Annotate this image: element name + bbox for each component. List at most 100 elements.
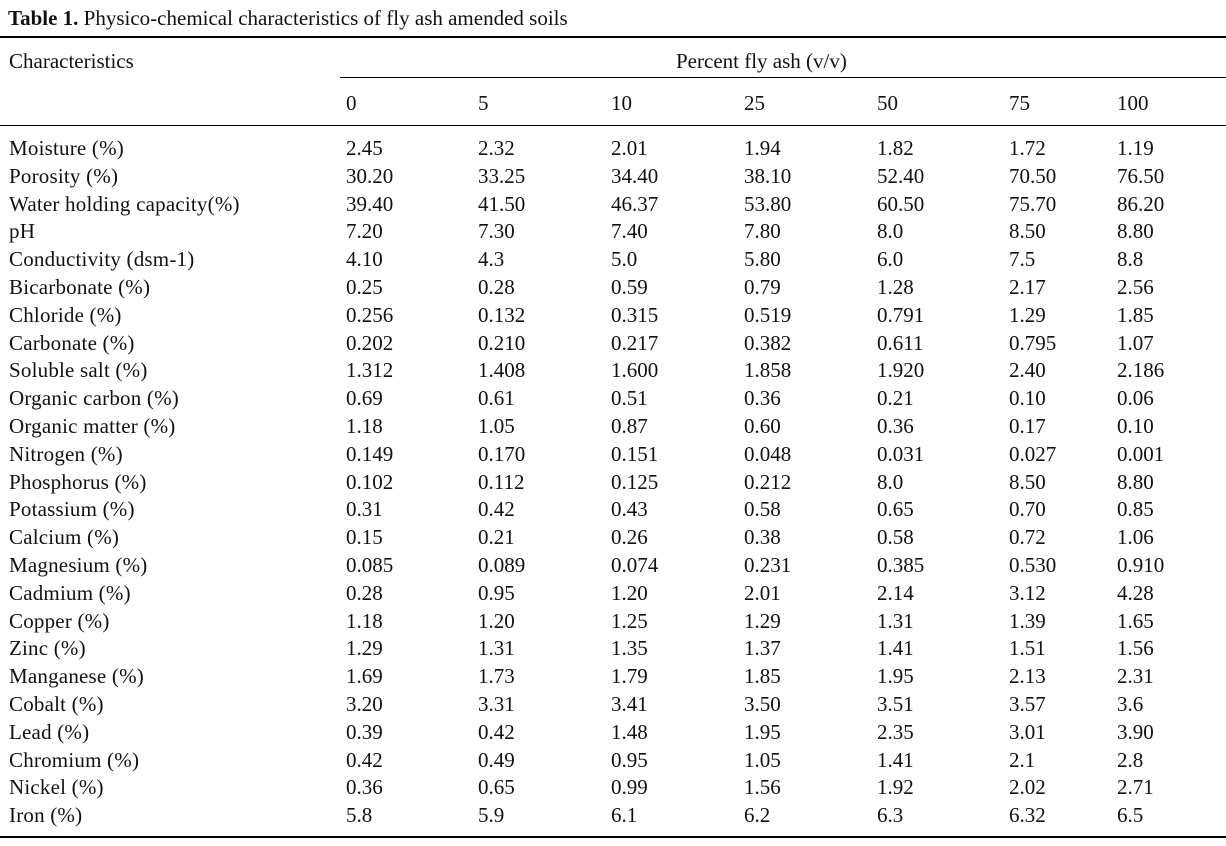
row-label: Chloride (%) bbox=[9, 302, 122, 327]
table-cell: 1.39 bbox=[1009, 608, 1046, 633]
table-caption: Table 1. Physico-chemical characteristic… bbox=[8, 5, 568, 31]
table-cell: 0.69 bbox=[346, 386, 383, 411]
row-label: Cobalt (%) bbox=[9, 692, 104, 716]
table-cell: 1.79 bbox=[611, 664, 648, 689]
table-cell: 0.089 bbox=[478, 553, 526, 577]
table-cell: 7.40 bbox=[611, 219, 648, 244]
table-cell: 1.05 bbox=[744, 747, 781, 772]
table-cell: 1.858 bbox=[744, 358, 792, 383]
table-cell: 0.36 bbox=[877, 414, 914, 438]
column-header: 10 bbox=[611, 91, 632, 115]
row-label: Conductivity (dsm-1) bbox=[9, 247, 195, 272]
table-cell: 0.611 bbox=[877, 330, 924, 355]
row-label: Manganese (%) bbox=[9, 664, 144, 689]
table-cell: 1.85 bbox=[744, 664, 781, 689]
table-cell: 1.82 bbox=[877, 136, 914, 160]
table-cell: 34.40 bbox=[611, 163, 659, 188]
table-cell: 8.0 bbox=[877, 219, 904, 244]
row-label: Moisture (%) bbox=[9, 136, 124, 160]
column-header: 25 bbox=[744, 91, 765, 115]
table-cell: 6.2 bbox=[744, 803, 771, 828]
table-cell: 0.28 bbox=[478, 275, 515, 299]
group-header-label: Percent fly ash (v/v) bbox=[676, 49, 847, 73]
table-cell: 3.90 bbox=[1117, 719, 1154, 744]
table-cell: 0.519 bbox=[744, 302, 792, 327]
table-cell: 3.20 bbox=[346, 692, 383, 716]
row-label: Nickel (%) bbox=[9, 775, 104, 800]
table-cell: 0.001 bbox=[1117, 441, 1165, 466]
table-cell: 0.26 bbox=[611, 525, 648, 550]
table-cell: 8.50 bbox=[1009, 469, 1046, 494]
table-cell: 2.32 bbox=[478, 136, 515, 160]
table-cell: 0.212 bbox=[744, 469, 792, 494]
row-label: Magnesium (%) bbox=[9, 553, 148, 577]
table-caption-text: Physico-chemical characteristics of fly … bbox=[83, 6, 568, 30]
table-cell: 5.0 bbox=[611, 247, 638, 272]
table-cell: 76.50 bbox=[1117, 163, 1165, 188]
table-caption-label: Table 1. bbox=[8, 6, 79, 30]
table-cell: 0.85 bbox=[1117, 497, 1154, 522]
table-cell: 1.92 bbox=[877, 775, 914, 800]
table-cell: 0.36 bbox=[346, 775, 383, 800]
table-cell: 6.32 bbox=[1009, 803, 1046, 828]
table-cell: 38.10 bbox=[744, 163, 792, 188]
column-header: 0 bbox=[346, 91, 357, 115]
table-cell: 6.5 bbox=[1117, 803, 1144, 828]
table-cell: 6.1 bbox=[611, 803, 638, 828]
table-cell: 0.910 bbox=[1117, 553, 1165, 577]
table-cell: 0.385 bbox=[877, 553, 925, 577]
table-cell: 8.0 bbox=[877, 469, 904, 494]
table-cell: 0.31 bbox=[346, 497, 383, 522]
table-cell: 2.01 bbox=[744, 580, 781, 605]
table-cell: 0.031 bbox=[877, 441, 925, 466]
table-cell: 1.25 bbox=[611, 608, 648, 633]
table-cell: 3.01 bbox=[1009, 719, 1046, 744]
table-cell: 0.51 bbox=[611, 386, 648, 411]
table-cell: 2.56 bbox=[1117, 275, 1154, 299]
table-cell: 0.58 bbox=[877, 525, 914, 550]
table-cell: 4.28 bbox=[1117, 580, 1154, 605]
table-cell: 2.8 bbox=[1117, 747, 1144, 772]
table-cell: 2.71 bbox=[1117, 775, 1154, 800]
row-label: Iron (%) bbox=[9, 803, 83, 828]
table-cell: 2.1 bbox=[1009, 747, 1036, 772]
row-label: pH bbox=[9, 219, 36, 244]
row-label: Nitrogen (%) bbox=[9, 441, 123, 466]
table-cell: 0.231 bbox=[744, 553, 792, 577]
table-cell: 0.79 bbox=[744, 275, 781, 299]
table-cell: 1.56 bbox=[1117, 636, 1154, 661]
table-cell: 1.19 bbox=[1117, 136, 1154, 160]
table-cell: 0.59 bbox=[611, 275, 648, 299]
table-cell: 53.80 bbox=[744, 191, 792, 216]
table-cell: 30.20 bbox=[346, 163, 394, 188]
table-cell: 0.027 bbox=[1009, 441, 1057, 466]
table-cell: 0.21 bbox=[478, 525, 515, 550]
table-cell: 7.5 bbox=[1009, 247, 1036, 272]
table-cell: 1.95 bbox=[877, 664, 914, 689]
table-cell: 1.29 bbox=[346, 636, 383, 661]
table-cell: 0.112 bbox=[478, 469, 525, 494]
table-cell: 0.61 bbox=[478, 386, 515, 411]
table-cell: 1.07 bbox=[1117, 330, 1154, 355]
table-cell: 0.791 bbox=[877, 302, 925, 327]
row-label: Carbonate (%) bbox=[9, 330, 135, 355]
row-label: Zinc (%) bbox=[9, 636, 86, 661]
table-cell: 3.50 bbox=[744, 692, 781, 716]
table-cell: 39.40 bbox=[346, 191, 394, 216]
table-cell: 7.30 bbox=[478, 219, 515, 244]
table-cell: 0.38 bbox=[744, 525, 781, 550]
table-cell: 0.315 bbox=[611, 302, 659, 327]
table-cell: 1.69 bbox=[346, 664, 383, 689]
row-label: Lead (%) bbox=[9, 719, 90, 744]
table-cell: 4.3 bbox=[478, 247, 505, 272]
table-cell: 0.15 bbox=[346, 525, 383, 550]
row-label: Copper (%) bbox=[9, 608, 110, 633]
table-cell: 0.39 bbox=[346, 719, 383, 744]
table-cell: 3.57 bbox=[1009, 692, 1046, 716]
table-cell: 0.102 bbox=[346, 469, 394, 494]
table-cell: 0.42 bbox=[478, 497, 515, 522]
table-cell: 1.312 bbox=[346, 358, 394, 383]
table-cell: 0.151 bbox=[611, 441, 659, 466]
table-cell: 8.8 bbox=[1117, 247, 1144, 272]
